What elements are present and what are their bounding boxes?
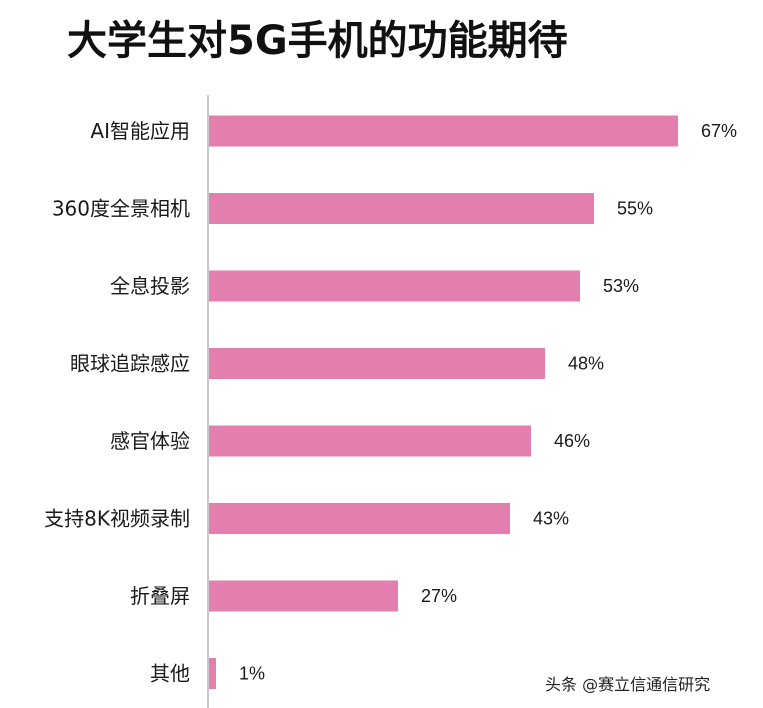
bar-3 — [209, 348, 545, 379]
value-label-3: 48% — [568, 354, 604, 374]
category-label-0: AI智能应用 — [90, 119, 190, 143]
bar-2 — [209, 270, 580, 302]
watermark: 头条 @赛立信通信研究 — [545, 675, 711, 694]
value-label-6: 27% — [421, 586, 457, 606]
bar-7 — [209, 658, 216, 689]
value-label-0: 67% — [701, 121, 737, 141]
category-label-6: 折叠屏 — [130, 584, 190, 608]
value-label-1: 55% — [617, 199, 653, 219]
bar-5 — [209, 503, 510, 534]
category-label-4: 感官体验 — [110, 429, 190, 453]
bar-4 — [209, 425, 531, 457]
category-label-7: 其他 — [150, 662, 190, 686]
chart-title: 大学生对5G手机的功能期待 — [67, 18, 568, 64]
value-label-7: 1% — [239, 664, 265, 684]
category-label-2: 全息投影 — [110, 274, 190, 298]
bar-1 — [209, 193, 594, 224]
value-label-2: 53% — [603, 276, 639, 296]
bar-0 — [209, 115, 678, 147]
category-label-1: 360度全景相机 — [52, 197, 190, 221]
value-label-4: 46% — [554, 431, 590, 451]
bar-6 — [209, 580, 398, 612]
category-label-3: 眼球追踪感应 — [70, 352, 190, 376]
value-label-5: 43% — [533, 509, 569, 529]
category-label-5: 支持8K视频录制 — [44, 507, 190, 531]
